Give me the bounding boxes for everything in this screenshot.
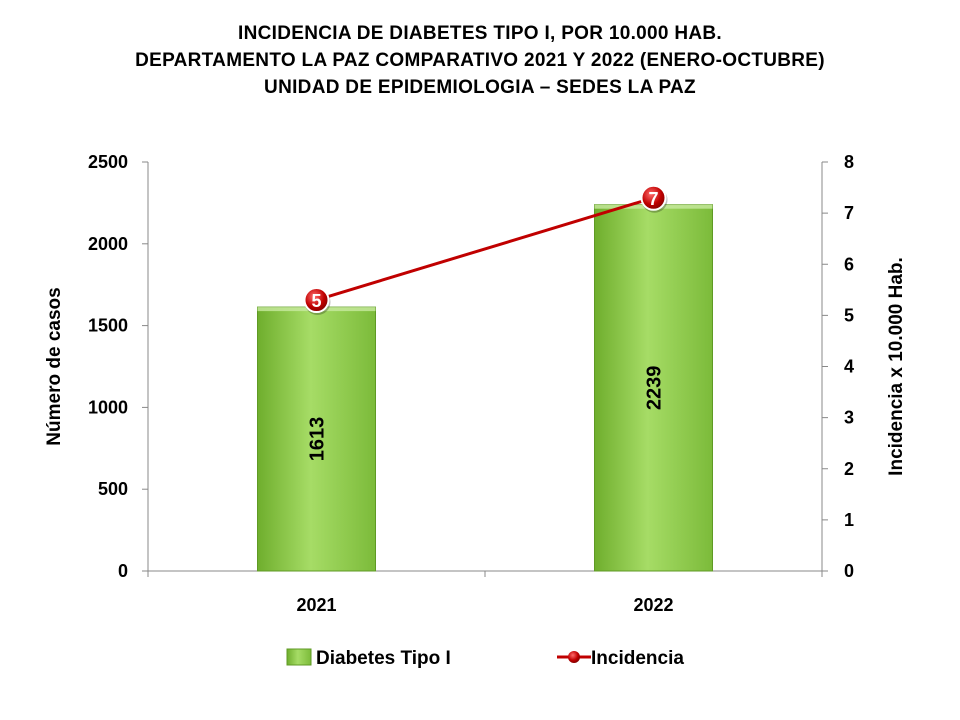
y-tick-label-right: 7	[844, 203, 854, 223]
bar-data-label: 2239	[644, 366, 666, 411]
legend-label-incidencia: Incidencia	[591, 648, 684, 669]
legend-swatch-diabetes	[286, 648, 312, 666]
y-tick-label-right: 6	[844, 254, 854, 274]
y-tick-label-left: 2000	[88, 234, 128, 254]
title-line-3: UNIDAD DE EPIDEMIOLOGIA – SEDES LA PAZ	[264, 77, 696, 98]
y-tick-label-right: 2	[844, 459, 854, 479]
title-line-2: DEPARTAMENTO LA PAZ COMPARATIVO 2021 Y 2…	[135, 50, 825, 71]
y-tick-label-left: 2500	[88, 152, 128, 172]
x-tick-label: 2021	[296, 595, 336, 615]
y-tick-label-left: 1000	[88, 397, 128, 417]
y-tick-label-right: 4	[844, 357, 854, 377]
legend-swatch-marker	[568, 651, 580, 663]
chart-title: INCIDENCIA DE DIABETES TIPO I, POR 10.00…	[0, 20, 960, 101]
incidencia-marker	[640, 184, 667, 211]
bar-data-label: 1613	[307, 417, 329, 462]
y-tick-label-left: 0	[118, 561, 128, 581]
y-axis-title-left: Número de casos	[44, 287, 65, 445]
bar	[257, 306, 376, 572]
line-data-label: 5	[311, 291, 321, 311]
y-tick-label-left: 1500	[88, 316, 128, 336]
y-tick-label-right: 5	[844, 305, 854, 325]
y-tick-label-right: 8	[844, 152, 854, 172]
legend-label-diabetes: Diabetes Tipo I	[316, 648, 451, 669]
title-line-1: INCIDENCIA DE DIABETES TIPO I, POR 10.00…	[238, 23, 722, 44]
bar	[594, 204, 713, 572]
y-tick-label-right: 3	[844, 408, 854, 428]
y-axis-title-right: Incidencia x 10.000 Hab.	[886, 257, 907, 476]
incidencia-marker	[303, 287, 330, 314]
y-tick-label-left: 500	[98, 479, 128, 499]
incidencia-line	[316, 196, 654, 302]
x-tick-label: 2022	[633, 595, 673, 615]
y-tick-label-right: 0	[844, 561, 854, 581]
line-data-label: 7	[648, 189, 658, 209]
y-tick-label-right: 1	[844, 510, 854, 530]
